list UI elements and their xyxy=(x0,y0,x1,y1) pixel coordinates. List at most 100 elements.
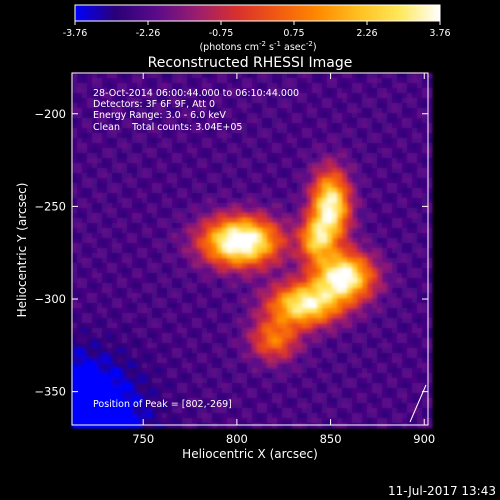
heatmap-cell xyxy=(382,183,388,189)
heatmap-cell xyxy=(402,273,408,279)
heatmap-cell xyxy=(302,333,308,339)
heatmap-cell xyxy=(82,73,88,79)
heatmap-cell xyxy=(337,98,343,104)
heatmap-cell xyxy=(97,403,103,409)
heatmap-cell xyxy=(177,348,183,354)
heatmap-cell xyxy=(267,353,273,359)
heatmap-cell xyxy=(102,363,108,369)
heatmap-cell xyxy=(212,253,218,259)
heatmap-cell xyxy=(167,148,173,154)
heatmap-cell xyxy=(82,343,88,349)
heatmap-cell xyxy=(412,83,418,89)
heatmap-cell xyxy=(262,313,268,319)
heatmap-cell xyxy=(202,138,208,144)
heatmap-cell xyxy=(407,73,413,79)
heatmap-cell xyxy=(122,383,128,389)
heatmap-cell xyxy=(312,123,318,129)
heatmap-cell xyxy=(317,223,323,229)
heatmap-cell xyxy=(172,268,178,274)
heatmap-cell xyxy=(122,93,128,99)
heatmap-cell xyxy=(427,323,433,329)
heatmap-cell xyxy=(187,188,193,194)
heatmap-cell xyxy=(137,358,143,364)
heatmap-cell xyxy=(252,98,258,104)
heatmap-cell xyxy=(117,143,123,149)
heatmap-cell xyxy=(407,198,413,204)
heatmap-cell xyxy=(402,293,408,299)
heatmap-cell xyxy=(377,98,383,104)
heatmap-cell xyxy=(422,118,428,124)
heatmap-cell xyxy=(222,293,228,299)
heatmap-cell xyxy=(262,98,268,104)
heatmap-cell xyxy=(362,323,368,329)
heatmap-cell xyxy=(222,128,228,134)
heatmap-cell xyxy=(407,398,413,404)
heatmap-cell xyxy=(272,278,278,284)
heatmap-cell xyxy=(292,413,298,419)
heatmap-cell xyxy=(147,243,153,249)
heatmap-cell xyxy=(402,288,408,294)
heatmap-cell xyxy=(357,323,363,329)
heatmap-cell xyxy=(172,133,178,139)
heatmap-cell xyxy=(252,103,258,109)
heatmap-cell xyxy=(232,413,238,419)
heatmap-cell xyxy=(112,393,118,399)
heatmap-cell xyxy=(77,108,83,114)
heatmap-cell xyxy=(172,413,178,419)
heatmap-cell xyxy=(102,358,108,364)
heatmap-cell xyxy=(372,138,378,144)
heatmap-cell xyxy=(192,278,198,284)
heatmap-cell xyxy=(157,243,163,249)
heatmap-cell xyxy=(387,293,393,299)
heatmap-cell xyxy=(187,283,193,289)
heatmap-cell xyxy=(142,333,148,339)
heatmap-cell xyxy=(217,358,223,364)
heatmap-cell xyxy=(392,88,398,94)
heatmap-cell xyxy=(352,323,358,329)
heatmap-cell xyxy=(317,128,323,134)
heatmap-cell xyxy=(297,163,303,169)
heatmap-cell xyxy=(162,233,168,239)
heatmap-cell xyxy=(362,193,368,199)
heatmap-cell xyxy=(417,93,423,99)
heatmap-cell xyxy=(182,98,188,104)
heatmap-cell xyxy=(422,168,428,174)
heatmap-cell xyxy=(312,133,318,139)
heatmap-cell xyxy=(102,138,108,144)
heatmap-cell xyxy=(292,93,298,99)
heatmap-cell xyxy=(237,138,243,144)
heatmap-cell xyxy=(377,243,383,249)
heatmap-cell xyxy=(392,183,398,189)
heatmap-cell xyxy=(212,78,218,84)
heatmap-cell xyxy=(337,223,343,229)
heatmap-cell xyxy=(372,173,378,179)
heatmap-cell xyxy=(137,308,143,314)
heatmap-cell xyxy=(377,188,383,194)
heatmap-cell xyxy=(87,73,93,79)
heatmap-cell xyxy=(402,233,408,239)
heatmap-cell xyxy=(202,323,208,329)
heatmap-cell xyxy=(412,73,418,79)
heatmap-cell xyxy=(287,138,293,144)
heatmap-cell xyxy=(147,108,153,114)
heatmap-cell xyxy=(302,383,308,389)
heatmap-cell xyxy=(157,308,163,314)
heatmap-cell xyxy=(312,328,318,334)
heatmap-cell xyxy=(272,408,278,414)
heatmap-cell xyxy=(107,73,113,79)
heatmap-cell xyxy=(257,103,263,109)
heatmap-cell xyxy=(162,303,168,309)
heatmap-cell xyxy=(337,243,343,249)
heatmap-cell xyxy=(242,333,248,339)
heatmap-cell xyxy=(277,393,283,399)
heatmap-cell xyxy=(307,258,313,264)
heatmap-cell xyxy=(362,303,368,309)
heatmap-cell xyxy=(132,183,138,189)
heatmap-cell xyxy=(377,213,383,219)
heatmap-cell xyxy=(267,83,273,89)
heatmap-cell xyxy=(127,388,133,394)
heatmap-cell xyxy=(202,78,208,84)
heatmap-cell xyxy=(342,243,348,249)
heatmap-cell xyxy=(132,238,138,244)
heatmap-cell xyxy=(142,263,148,269)
